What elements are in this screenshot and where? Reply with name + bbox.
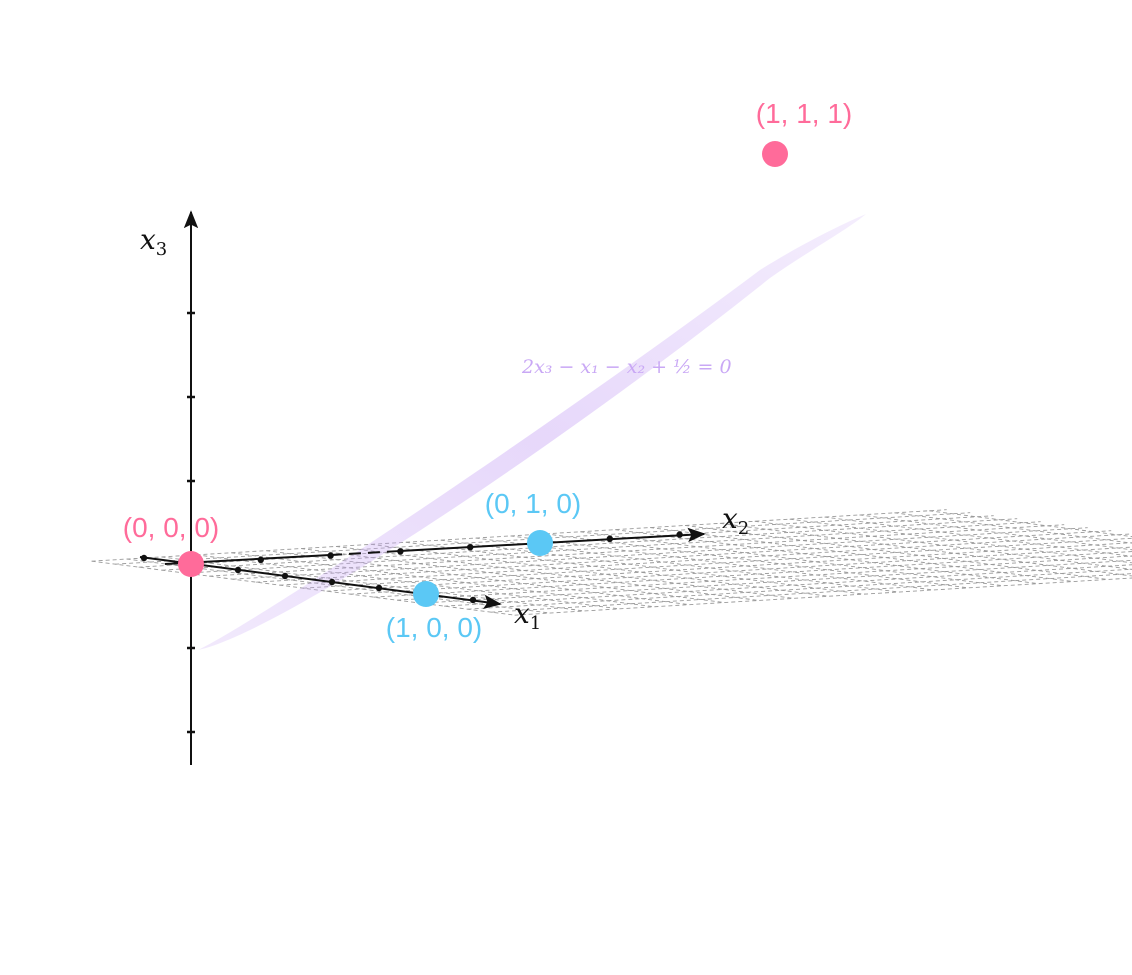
point-origin-label: (0, 0, 0) xyxy=(123,512,219,543)
x3-axis xyxy=(183,210,199,765)
x2-tick xyxy=(606,535,613,542)
point-origin xyxy=(178,551,204,577)
grid-line xyxy=(510,535,934,591)
point-one-zero-zero-label: (1, 0, 0) xyxy=(386,612,482,643)
x3-axis-label: x3 xyxy=(140,223,167,260)
grid-line xyxy=(491,573,1132,613)
grid-line xyxy=(859,514,1132,551)
grid-line xyxy=(467,568,1132,610)
grid-line xyxy=(789,518,1132,564)
x1-tick xyxy=(140,554,148,562)
grid-line xyxy=(91,509,947,562)
grid-line xyxy=(649,527,1074,582)
point-one-zero-zero xyxy=(413,581,439,607)
plane-equation-label: 2x₃ − x₁ − x₂ + ½ = 0 xyxy=(521,356,732,378)
grid-line xyxy=(397,555,1132,601)
grid-line xyxy=(162,518,1018,571)
grid-line xyxy=(719,522,1132,577)
grid-line xyxy=(373,551,1132,598)
grid-line xyxy=(303,537,1132,589)
grid-line xyxy=(350,546,1132,595)
grid-line xyxy=(370,543,794,599)
point-zero-one-zero xyxy=(527,530,553,556)
grid-line xyxy=(232,527,1088,580)
grid-line xyxy=(335,546,760,601)
grid-line xyxy=(545,533,969,589)
x1-tick xyxy=(234,566,242,574)
grid-line xyxy=(894,512,1132,544)
grid-line xyxy=(929,510,1132,538)
x2-tick xyxy=(327,552,334,559)
grid-line xyxy=(824,516,1132,557)
grid-line xyxy=(444,564,1132,607)
point-one-one-one-label: (1, 1, 1) xyxy=(756,98,852,129)
x2-tick xyxy=(676,531,683,538)
x1-axis-ticks xyxy=(140,554,477,604)
grid-line xyxy=(615,529,1039,585)
x1-tick xyxy=(328,578,336,586)
grid-line xyxy=(161,556,585,612)
x2-tick xyxy=(397,548,404,555)
grid-line xyxy=(326,542,1132,592)
grid-line xyxy=(684,525,1109,580)
separating-plane xyxy=(198,214,866,650)
grid-line xyxy=(514,577,1132,616)
x2-tick xyxy=(467,544,474,551)
grid-line xyxy=(440,539,864,595)
x1-tick xyxy=(375,584,383,592)
grid-line xyxy=(266,550,690,606)
grid-line xyxy=(231,552,655,608)
x3-axis-ticks xyxy=(187,311,195,734)
ground-grid xyxy=(91,509,1132,616)
grid-line xyxy=(405,541,829,597)
x1-tick xyxy=(469,596,477,604)
grid-line xyxy=(256,530,1112,583)
point-zero-one-zero-label: (0, 1, 0) xyxy=(485,488,581,519)
x2-axis-label: x2 xyxy=(722,502,749,539)
point-one-one-one xyxy=(762,141,788,167)
x1-axis-label: x1 xyxy=(514,597,541,634)
x2-axis-ticks xyxy=(257,531,683,563)
grid-line xyxy=(754,520,1132,570)
grid-line xyxy=(420,559,1132,604)
x1-tick xyxy=(281,572,289,580)
grid-line xyxy=(580,531,1004,587)
grid-line xyxy=(196,554,620,610)
x2-tick xyxy=(257,556,264,563)
grid-line xyxy=(279,533,1132,586)
grid-line xyxy=(185,521,1041,574)
